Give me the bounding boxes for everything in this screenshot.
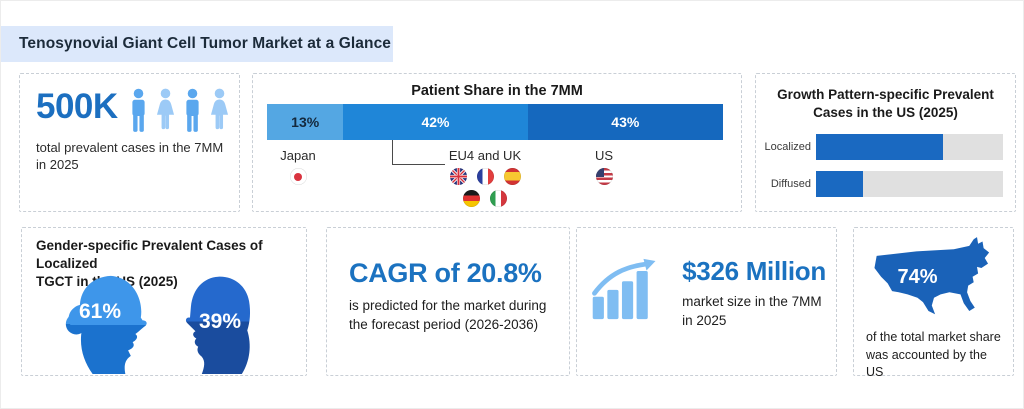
uk-flag-icon (449, 168, 467, 185)
us-share-value: 74% (897, 266, 938, 288)
us-share-caption: of the total market share was accounted … (866, 330, 1001, 379)
bar-fill-localized (816, 134, 944, 161)
japan-flag-icon (289, 168, 307, 185)
male-pct-label: 39% (199, 310, 242, 333)
woman-figure-icon (156, 88, 174, 130)
female-head-icon: 61% (61, 274, 157, 375)
segment-label: 43% (611, 114, 640, 130)
market-size-caption: market size in the 7MM in 2025 (682, 294, 822, 328)
connector-line (392, 140, 445, 165)
region-label-eu4-uk: EU4 and UK (448, 148, 522, 163)
germany-flag-icon (463, 190, 480, 207)
panel-market-size: $326 Million market size in the 7MM in 2… (576, 227, 837, 376)
growth-pattern-title: Growth Pattern-specific Prevalent Cases … (777, 87, 994, 121)
growth-bar-chart: Localized Diffused (756, 134, 1015, 198)
bar-segment-eu4-uk: 42% (343, 104, 528, 140)
panel-cagr: CAGR of 20.8% is predicted for the marke… (326, 227, 570, 376)
man-figure-icon (186, 88, 199, 132)
us-map-icon (873, 237, 989, 315)
man-figure-icon (132, 88, 145, 132)
panel-us-market-share: 74% of the total market share was accoun… (853, 227, 1014, 379)
woman-figure-icon (210, 88, 228, 130)
region-us: US (568, 148, 640, 185)
cagr-caption: is predicted for the market during the f… (349, 298, 547, 332)
female-pct-label: 61% (79, 300, 122, 323)
cagr-headline: CAGR of 20.8% (349, 258, 542, 288)
page-title: Tenosynovial Giant Cell Tumor Market at … (19, 35, 392, 52)
region-label-japan: Japan (280, 148, 316, 163)
page-title-banner: Tenosynovial Giant Cell Tumor Market at … (1, 26, 393, 62)
stacked-bar-chart: 13% 42% 43% (267, 104, 723, 140)
panel-total-prevalent-cases: 500K total prevalent cases in the 7MM in… (19, 73, 240, 212)
region-eu4-uk: EU4 and UK (404, 148, 566, 207)
panel-growth-pattern: Growth Pattern-specific Prevalent Cases … (755, 73, 1016, 212)
bar-row-diffused: Diffused (762, 171, 1003, 198)
spain-flag-icon (503, 168, 521, 185)
bar-label-localized: Localized (764, 141, 811, 154)
italy-flag-icon (490, 190, 507, 207)
people-icons (128, 88, 231, 133)
bar-label-diffused: Diffused (770, 178, 811, 191)
bar-track (816, 134, 1003, 161)
region-japan: Japan (267, 148, 329, 185)
segment-label: 42% (421, 114, 450, 130)
bar-track (816, 171, 1003, 198)
gender-title: Gender-specific Prevalent Cases of Local… (36, 238, 263, 290)
bar-fill-diffused (816, 171, 863, 198)
male-head-icon: 39% (173, 274, 267, 375)
bar-row-localized: Localized (762, 134, 1003, 161)
us-flag-icon (595, 168, 613, 185)
panel-patient-share: Patient Share in the 7MM 13% 42% 43% Jap… (252, 73, 742, 212)
region-label-us: US (594, 148, 614, 163)
bar-segment-japan: 13% (267, 104, 344, 140)
growth-arrow-chart-icon (592, 258, 656, 320)
france-flag-icon (476, 168, 494, 185)
segment-label: 13% (291, 114, 320, 130)
patient-share-title: Patient Share in the 7MM (411, 83, 583, 99)
market-size-headline: $326 Million (682, 256, 826, 286)
total-cases-caption: total prevalent cases in the 7MM in 2025 (36, 140, 224, 173)
bar-segment-us: 43% (527, 104, 723, 140)
total-cases-value: 500K (36, 87, 118, 126)
panel-gender-split: Gender-specific Prevalent Cases of Local… (21, 227, 307, 376)
